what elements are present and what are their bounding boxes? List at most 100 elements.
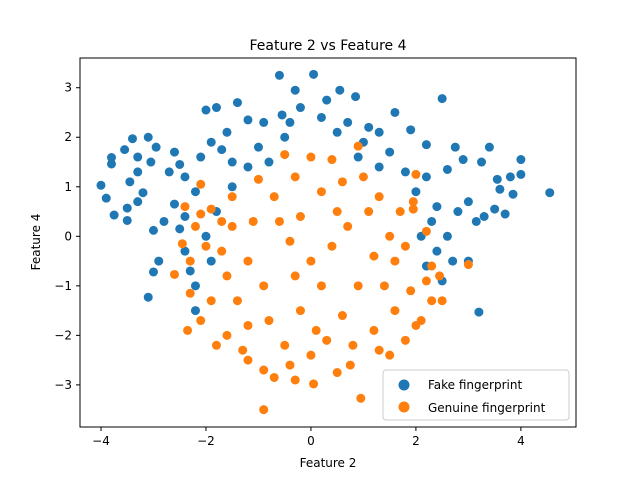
- fake-fingerprint-point: [101, 193, 111, 203]
- fake-fingerprint-point: [290, 85, 300, 95]
- genuine-fingerprint-point: [411, 169, 421, 179]
- genuine-fingerprint-point: [390, 256, 400, 266]
- fake-fingerprint-point: [390, 107, 400, 117]
- fake-fingerprint-point: [437, 94, 447, 104]
- genuine-fingerprint-point: [196, 209, 206, 219]
- genuine-fingerprint-point: [353, 281, 363, 291]
- fake-fingerprint-point: [180, 172, 190, 182]
- fake-fingerprint-point: [343, 117, 353, 127]
- genuine-fingerprint-point: [285, 360, 295, 370]
- genuine-fingerprint-point: [177, 239, 187, 249]
- genuine-fingerprint-point: [364, 207, 374, 217]
- genuine-fingerprint-point: [356, 393, 366, 403]
- fake-fingerprint-point: [450, 142, 460, 152]
- fake-fingerprint-point: [545, 188, 555, 198]
- fake-fingerprint-point: [253, 142, 263, 152]
- genuine-fingerprint-point: [421, 276, 431, 286]
- fake-fingerprint-point: [516, 155, 526, 165]
- genuine-fingerprint-point: [232, 296, 242, 306]
- genuine-fingerprint-point: [243, 355, 253, 365]
- fake-fingerprint-point: [201, 231, 211, 241]
- x-tick-label: −2: [197, 434, 215, 448]
- genuine-fingerprint-point: [259, 405, 269, 415]
- fake-fingerprint-point: [169, 199, 179, 209]
- genuine-fingerprint-point: [206, 204, 216, 214]
- fake-fingerprint-point: [190, 187, 200, 197]
- fake-fingerprint-point: [133, 167, 143, 177]
- genuine-fingerprint-point: [222, 271, 232, 281]
- genuine-fingerprint-point: [369, 251, 379, 261]
- genuine-fingerprint-point: [379, 281, 389, 291]
- fake-fingerprint-point: [217, 145, 227, 155]
- fake-fingerprint-point: [143, 292, 153, 302]
- fake-fingerprint-point: [322, 95, 332, 105]
- genuine-fingerprint-point: [295, 212, 305, 221]
- fake-fingerprint-point: [374, 162, 384, 172]
- genuine-fingerprint-point: [169, 269, 179, 279]
- genuine-fingerprint-point: [269, 192, 279, 202]
- fake-fingerprint-point: [332, 127, 342, 137]
- fake-fingerprint-point: [175, 224, 185, 234]
- fake-fingerprint-point: [232, 98, 242, 108]
- genuine-fingerprint-point: [345, 360, 355, 370]
- fake-fingerprint-point: [169, 147, 179, 157]
- y-axis-label: Feature 4: [29, 214, 43, 271]
- genuine-fingerprint-point: [196, 179, 206, 189]
- x-tick-label: 0: [307, 434, 315, 448]
- fake-fingerprint-point: [353, 152, 363, 162]
- genuine-fingerprint-point: [316, 281, 326, 291]
- y-tick-label: 0: [64, 229, 72, 243]
- y-tick-label: 1: [64, 180, 72, 194]
- fake-fingerprint-point: [432, 202, 442, 212]
- genuine-fingerprint-point: [280, 340, 290, 350]
- genuine-fingerprint-point: [435, 271, 445, 281]
- fake-fingerprint-point: [400, 167, 410, 177]
- fake-fingerprint-point: [280, 132, 290, 142]
- genuine-fingerprint-point: [206, 296, 216, 306]
- fake-fingerprint-point: [243, 115, 253, 125]
- genuine-fingerprint-point: [285, 236, 295, 246]
- x-axis-label: Feature 2: [300, 456, 357, 470]
- genuine-fingerprint-point: [306, 152, 316, 162]
- fake-fingerprint-point: [185, 266, 195, 276]
- genuine-fingerprint-point: [353, 141, 363, 151]
- genuine-fingerprint-point: [374, 192, 384, 202]
- genuine-fingerprint-point: [190, 221, 200, 231]
- genuine-fingerprint-point: [264, 316, 274, 326]
- fake-fingerprint-point: [421, 140, 431, 150]
- fake-fingerprint-point: [196, 152, 206, 162]
- genuine-fingerprint-point: [406, 286, 416, 296]
- plot-area: [80, 58, 576, 427]
- fake-fingerprint-point: [432, 246, 442, 256]
- genuine-fingerprint-point: [337, 311, 347, 321]
- fake-fingerprint-point: [316, 112, 326, 122]
- genuine-fingerprint-point: [358, 172, 368, 182]
- genuine-fingerprint-point: [227, 221, 237, 231]
- fake-fingerprint-point: [122, 203, 132, 213]
- genuine-fingerprint-point: [374, 345, 384, 355]
- genuine-fingerprint-point: [332, 207, 342, 217]
- fake-fingerprint-point: [164, 167, 174, 177]
- genuine-fingerprint-point: [217, 216, 227, 226]
- y-axis: −3 −2 −1 0 1 2 3: [54, 81, 80, 392]
- fake-fingerprint-point: [146, 157, 156, 167]
- fake-fingerprint-point: [463, 197, 473, 207]
- fake-fingerprint-point: [264, 157, 274, 167]
- genuine-fingerprint-point: [348, 340, 358, 350]
- genuine-fingerprint-point: [253, 174, 263, 184]
- genuine-fingerprint-point: [327, 155, 337, 165]
- fake-fingerprint-point: [190, 281, 200, 291]
- fake-fingerprint-point: [335, 85, 345, 95]
- fake-fingerprint-point: [96, 180, 106, 190]
- fake-fingerprint-point: [490, 204, 500, 214]
- genuine-fingerprint-point: [201, 241, 211, 251]
- fake-fingerprint-point: [211, 103, 221, 113]
- fake-fingerprint-point: [427, 216, 437, 226]
- genuine-fingerprint-point: [290, 172, 300, 182]
- fake-fingerprint-point: [206, 256, 216, 266]
- fake-fingerprint-point: [120, 145, 130, 155]
- legend: Fake fingerprint Genuine fingerprint: [382, 369, 570, 421]
- genuine-fingerprint-point: [390, 306, 400, 316]
- genuine-fingerprint-point: [400, 335, 410, 345]
